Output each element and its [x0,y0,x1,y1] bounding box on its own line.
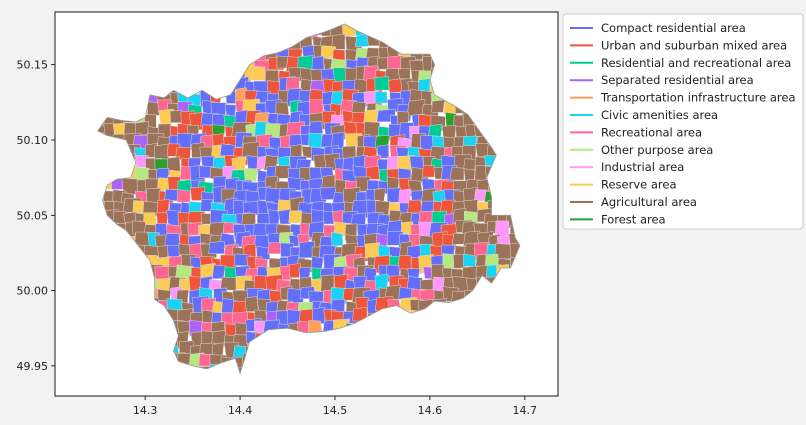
x-tick-label: 14.5 [323,404,348,417]
map-region [364,121,380,137]
map-region [331,33,346,50]
city-boundary [97,23,521,375]
map-region [208,240,225,254]
map-region [211,124,226,137]
map-region [212,264,226,279]
map-region [365,242,381,259]
x-tick-label: 14.7 [513,404,538,417]
map-region [422,165,435,178]
legend-label: Industrial area [601,160,684,174]
map-region [374,91,388,104]
y-tick-label: 50.15 [17,59,49,72]
map-region [308,121,324,134]
map-region [308,132,323,149]
map-region [156,211,169,225]
map-region [176,189,191,203]
legend-label: Other purpose area [601,143,713,157]
legend-label: Urban and suburban mixed area [601,38,787,52]
map-region [157,245,169,259]
legend-label: Reserve area [601,178,677,192]
map-region [169,110,183,123]
legend-label: Forest area [601,212,666,226]
map-region [374,76,390,91]
map-region [288,263,301,278]
legend-label: Agricultural area [601,195,697,209]
map-region [330,231,344,247]
map-region [211,330,227,344]
map-region [252,66,266,81]
map-region [278,209,291,225]
map-region [164,233,181,248]
map-region [242,201,259,216]
map-region [431,99,445,113]
x-tick-label: 14.4 [228,404,253,417]
x-axis: 14.3 14.4 14.5 14.6 14.7 [133,396,537,417]
y-tick-label: 50.05 [17,209,49,222]
map-region [351,101,367,113]
y-tick-label: 50.10 [17,134,49,147]
map-region [463,253,476,267]
y-axis: 50.15 50.10 50.05 50.00 49.95 [17,59,55,373]
map-region [135,120,149,136]
x-tick-label: 14.3 [133,404,158,417]
legend-label: Civic amenities area [601,108,718,122]
map-region [275,101,290,116]
legend-label: Recreational area [601,125,702,139]
y-tick-label: 50.00 [17,285,49,298]
map-region [198,353,212,367]
map-region [166,209,180,226]
map-region [268,209,281,225]
legend-label: Separated residential area [601,73,754,87]
map-region [243,168,258,182]
legend-label: Compact residential area [601,21,746,35]
map-region [254,234,271,249]
map-region [386,264,401,278]
legend-box [562,13,804,230]
map-region [449,167,465,181]
axes-frame [54,11,559,397]
x-tick-label: 14.6 [418,404,443,417]
map-region [244,296,259,312]
map-region [288,210,302,224]
map-region [154,143,169,161]
legend: Compact residential area Urban and suburb… [562,13,804,230]
map-region [220,276,237,291]
legend-label: Transportation infrastructure area [600,91,796,105]
legend-label: Residential and recreational area [601,56,791,70]
map-region [352,276,367,289]
y-tick-label: 49.95 [17,360,49,373]
